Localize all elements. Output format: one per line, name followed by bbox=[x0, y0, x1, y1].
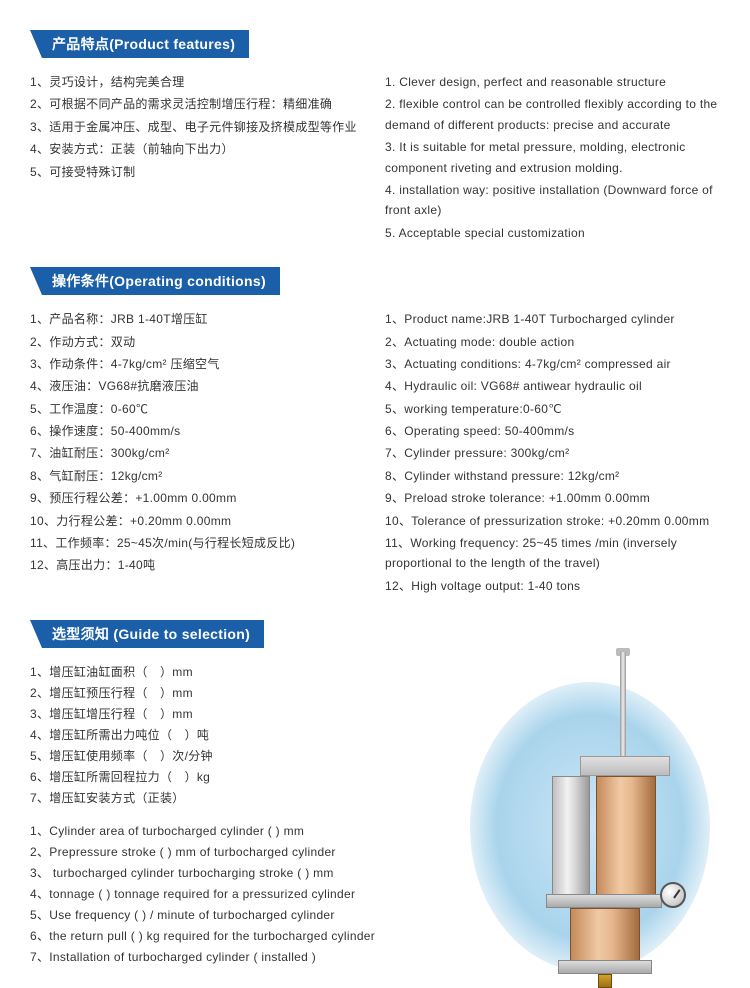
operating-en-item: 5、working temperature:0-60℃ bbox=[385, 399, 720, 419]
cylinder-tip bbox=[598, 974, 612, 988]
operating-body: 1、产品名称：JRB 1-40T增压缸 2、作动方式：双动 3、作动条件：4-7… bbox=[30, 309, 720, 598]
guide-en-item: 2、Prepressure stroke ( ) mm of turbochar… bbox=[30, 842, 450, 863]
guide-en-item: 4、tonnage ( ) tonnage required for a pre… bbox=[30, 884, 450, 905]
operating-en-item: 11、Working frequency: 25~45 times /min (… bbox=[385, 533, 720, 574]
features-cn-list: 1、灵巧设计，结构完美合理 2、可根据不同产品的需求灵活控制增压行程：精细准确 … bbox=[30, 72, 365, 245]
operating-cn-item: 8、气缸耐压：12kg/cm² bbox=[30, 466, 365, 486]
operating-cn-item: 6、操作速度：50-400mm/s bbox=[30, 421, 365, 441]
features-cn-item: 4、安装方式：正装（前轴向下出力） bbox=[30, 139, 365, 159]
cylinder-mid-flange bbox=[546, 894, 662, 908]
cylinder-base-flange bbox=[558, 960, 652, 974]
guide-header: 选型须知 (Guide to selection) bbox=[30, 620, 720, 648]
guide-cn-item: 2、增压缸预压行程（ ）mm bbox=[30, 683, 450, 704]
operating-cn-item: 2、作动方式：双动 bbox=[30, 332, 365, 352]
features-en-item: 2. flexible control can be controlled fl… bbox=[385, 94, 720, 135]
operating-cn-list: 1、产品名称：JRB 1-40T增压缸 2、作动方式：双动 3、作动条件：4-7… bbox=[30, 309, 365, 598]
guide-cn-item: 5、增压缸使用频率（ ）次/分钟 bbox=[30, 746, 450, 767]
guide-cn-list: 1、增压缸油缸面积（ ）mm 2、增压缸预压行程（ ）mm 3、增压缸增压行程（… bbox=[30, 662, 450, 809]
features-cn-item: 2、可根据不同产品的需求灵活控制增压行程：精细准确 bbox=[30, 94, 365, 114]
operating-en-item: 10、Tolerance of pressurization stroke: +… bbox=[385, 511, 720, 531]
features-en-item: 5. Acceptable special customization bbox=[385, 223, 720, 243]
features-header: 产品特点(Product features) bbox=[30, 30, 720, 58]
operating-en-item: 6、Operating speed: 50-400mm/s bbox=[385, 421, 720, 441]
guide-en-item: 3、 turbocharged cylinder turbocharging s… bbox=[30, 863, 450, 884]
operating-en-list: 1、Product name:JRB 1-40T Turbocharged cy… bbox=[385, 309, 720, 598]
guide-body: 1、增压缸油缸面积（ ）mm 2、增压缸预压行程（ ）mm 3、增压缸增压行程（… bbox=[30, 662, 720, 982]
guide-cn-item: 3、增压缸增压行程（ ）mm bbox=[30, 704, 450, 725]
guide-cn-item: 7、增压缸安装方式（正装） bbox=[30, 788, 450, 809]
header-accent-icon bbox=[30, 30, 42, 58]
guide-en-item: 6、the return pull ( ) kg required for th… bbox=[30, 926, 450, 947]
operating-en-item: 2、Actuating mode: double action bbox=[385, 332, 720, 352]
cylinder-lower-body bbox=[570, 908, 640, 962]
guide-cn-item: 4、增压缸所需出力吨位（ ）吨 bbox=[30, 725, 450, 746]
features-en-item: 4. installation way: positive installati… bbox=[385, 180, 720, 221]
operating-en-item: 4、Hydraulic oil: VG68# antiwear hydrauli… bbox=[385, 376, 720, 396]
guide-en-item: 7、Installation of turbocharged cylinder … bbox=[30, 947, 450, 968]
operating-cn-item: 11、工作频率：25~45次/min(与行程长短成反比) bbox=[30, 533, 365, 553]
cylinder-top-flange bbox=[580, 756, 670, 776]
features-en-item: 3. It is suitable for metal pressure, mo… bbox=[385, 137, 720, 178]
header-accent-icon bbox=[30, 620, 42, 648]
operating-en-item: 7、Cylinder pressure: 300kg/cm² bbox=[385, 443, 720, 463]
operating-cn-item: 7、油缸耐压：300kg/cm² bbox=[30, 443, 365, 463]
cylinder-illustration bbox=[460, 662, 720, 982]
operating-cn-item: 9、预压行程公差：+1.00mm 0.00mm bbox=[30, 488, 365, 508]
cylinder-tube-left bbox=[552, 776, 590, 896]
guide-en-item: 5、Use frequency ( ) / minute of turbocha… bbox=[30, 905, 450, 926]
operating-cn-item: 5、工作温度：0-60℃ bbox=[30, 399, 365, 419]
guide-cn-item: 6、增压缸所需回程拉力（ ）kg bbox=[30, 767, 450, 788]
operating-title: 操作条件(Operating conditions) bbox=[42, 267, 280, 295]
features-cn-item: 5、可接受特殊订制 bbox=[30, 162, 365, 182]
operating-en-item: 12、High voltage output: 1-40 tons bbox=[385, 576, 720, 596]
operating-en-item: 3、Actuating conditions: 4-7kg/cm² compre… bbox=[385, 354, 720, 374]
cylinder-tube-right bbox=[596, 776, 656, 896]
operating-cn-item: 3、作动条件：4-7kg/cm² 压缩空气 bbox=[30, 354, 365, 374]
operating-en-item: 1、Product name:JRB 1-40T Turbocharged cy… bbox=[385, 309, 720, 329]
operating-header: 操作条件(Operating conditions) bbox=[30, 267, 720, 295]
guide-cn-item: 1、增压缸油缸面积（ ）mm bbox=[30, 662, 450, 683]
operating-cn-item: 10、力行程公差：+0.20mm 0.00mm bbox=[30, 511, 365, 531]
guide-en-list: 1、Cylinder area of turbocharged cylinder… bbox=[30, 821, 450, 968]
guide-en-item: 1、Cylinder area of turbocharged cylinder… bbox=[30, 821, 450, 842]
features-title: 产品特点(Product features) bbox=[42, 30, 249, 58]
operating-cn-item: 1、产品名称：JRB 1-40T增压缸 bbox=[30, 309, 365, 329]
operating-en-item: 8、Cylinder withstand pressure: 12kg/cm² bbox=[385, 466, 720, 486]
operating-en-item: 9、Preload stroke tolerance: +1.00mm 0.00… bbox=[385, 488, 720, 508]
features-en-list: 1. Clever design, perfect and reasonable… bbox=[385, 72, 720, 245]
operating-cn-item: 12、高压出力：1-40吨 bbox=[30, 555, 365, 575]
features-en-item: 1. Clever design, perfect and reasonable… bbox=[385, 72, 720, 92]
features-body: 1、灵巧设计，结构完美合理 2、可根据不同产品的需求灵活控制增压行程：精细准确 … bbox=[30, 72, 720, 245]
guide-title: 选型须知 (Guide to selection) bbox=[42, 620, 264, 648]
cylinder-rod bbox=[620, 652, 626, 762]
features-cn-item: 3、适用于金属冲压、成型、电子元件铆接及挤模成型等作业 bbox=[30, 117, 365, 137]
operating-cn-item: 4、液压油：VG68#抗磨液压油 bbox=[30, 376, 365, 396]
features-cn-item: 1、灵巧设计，结构完美合理 bbox=[30, 72, 365, 92]
guide-text-col: 1、增压缸油缸面积（ ）mm 2、增压缸预压行程（ ）mm 3、增压缸增压行程（… bbox=[30, 662, 450, 982]
header-accent-icon bbox=[30, 267, 42, 295]
